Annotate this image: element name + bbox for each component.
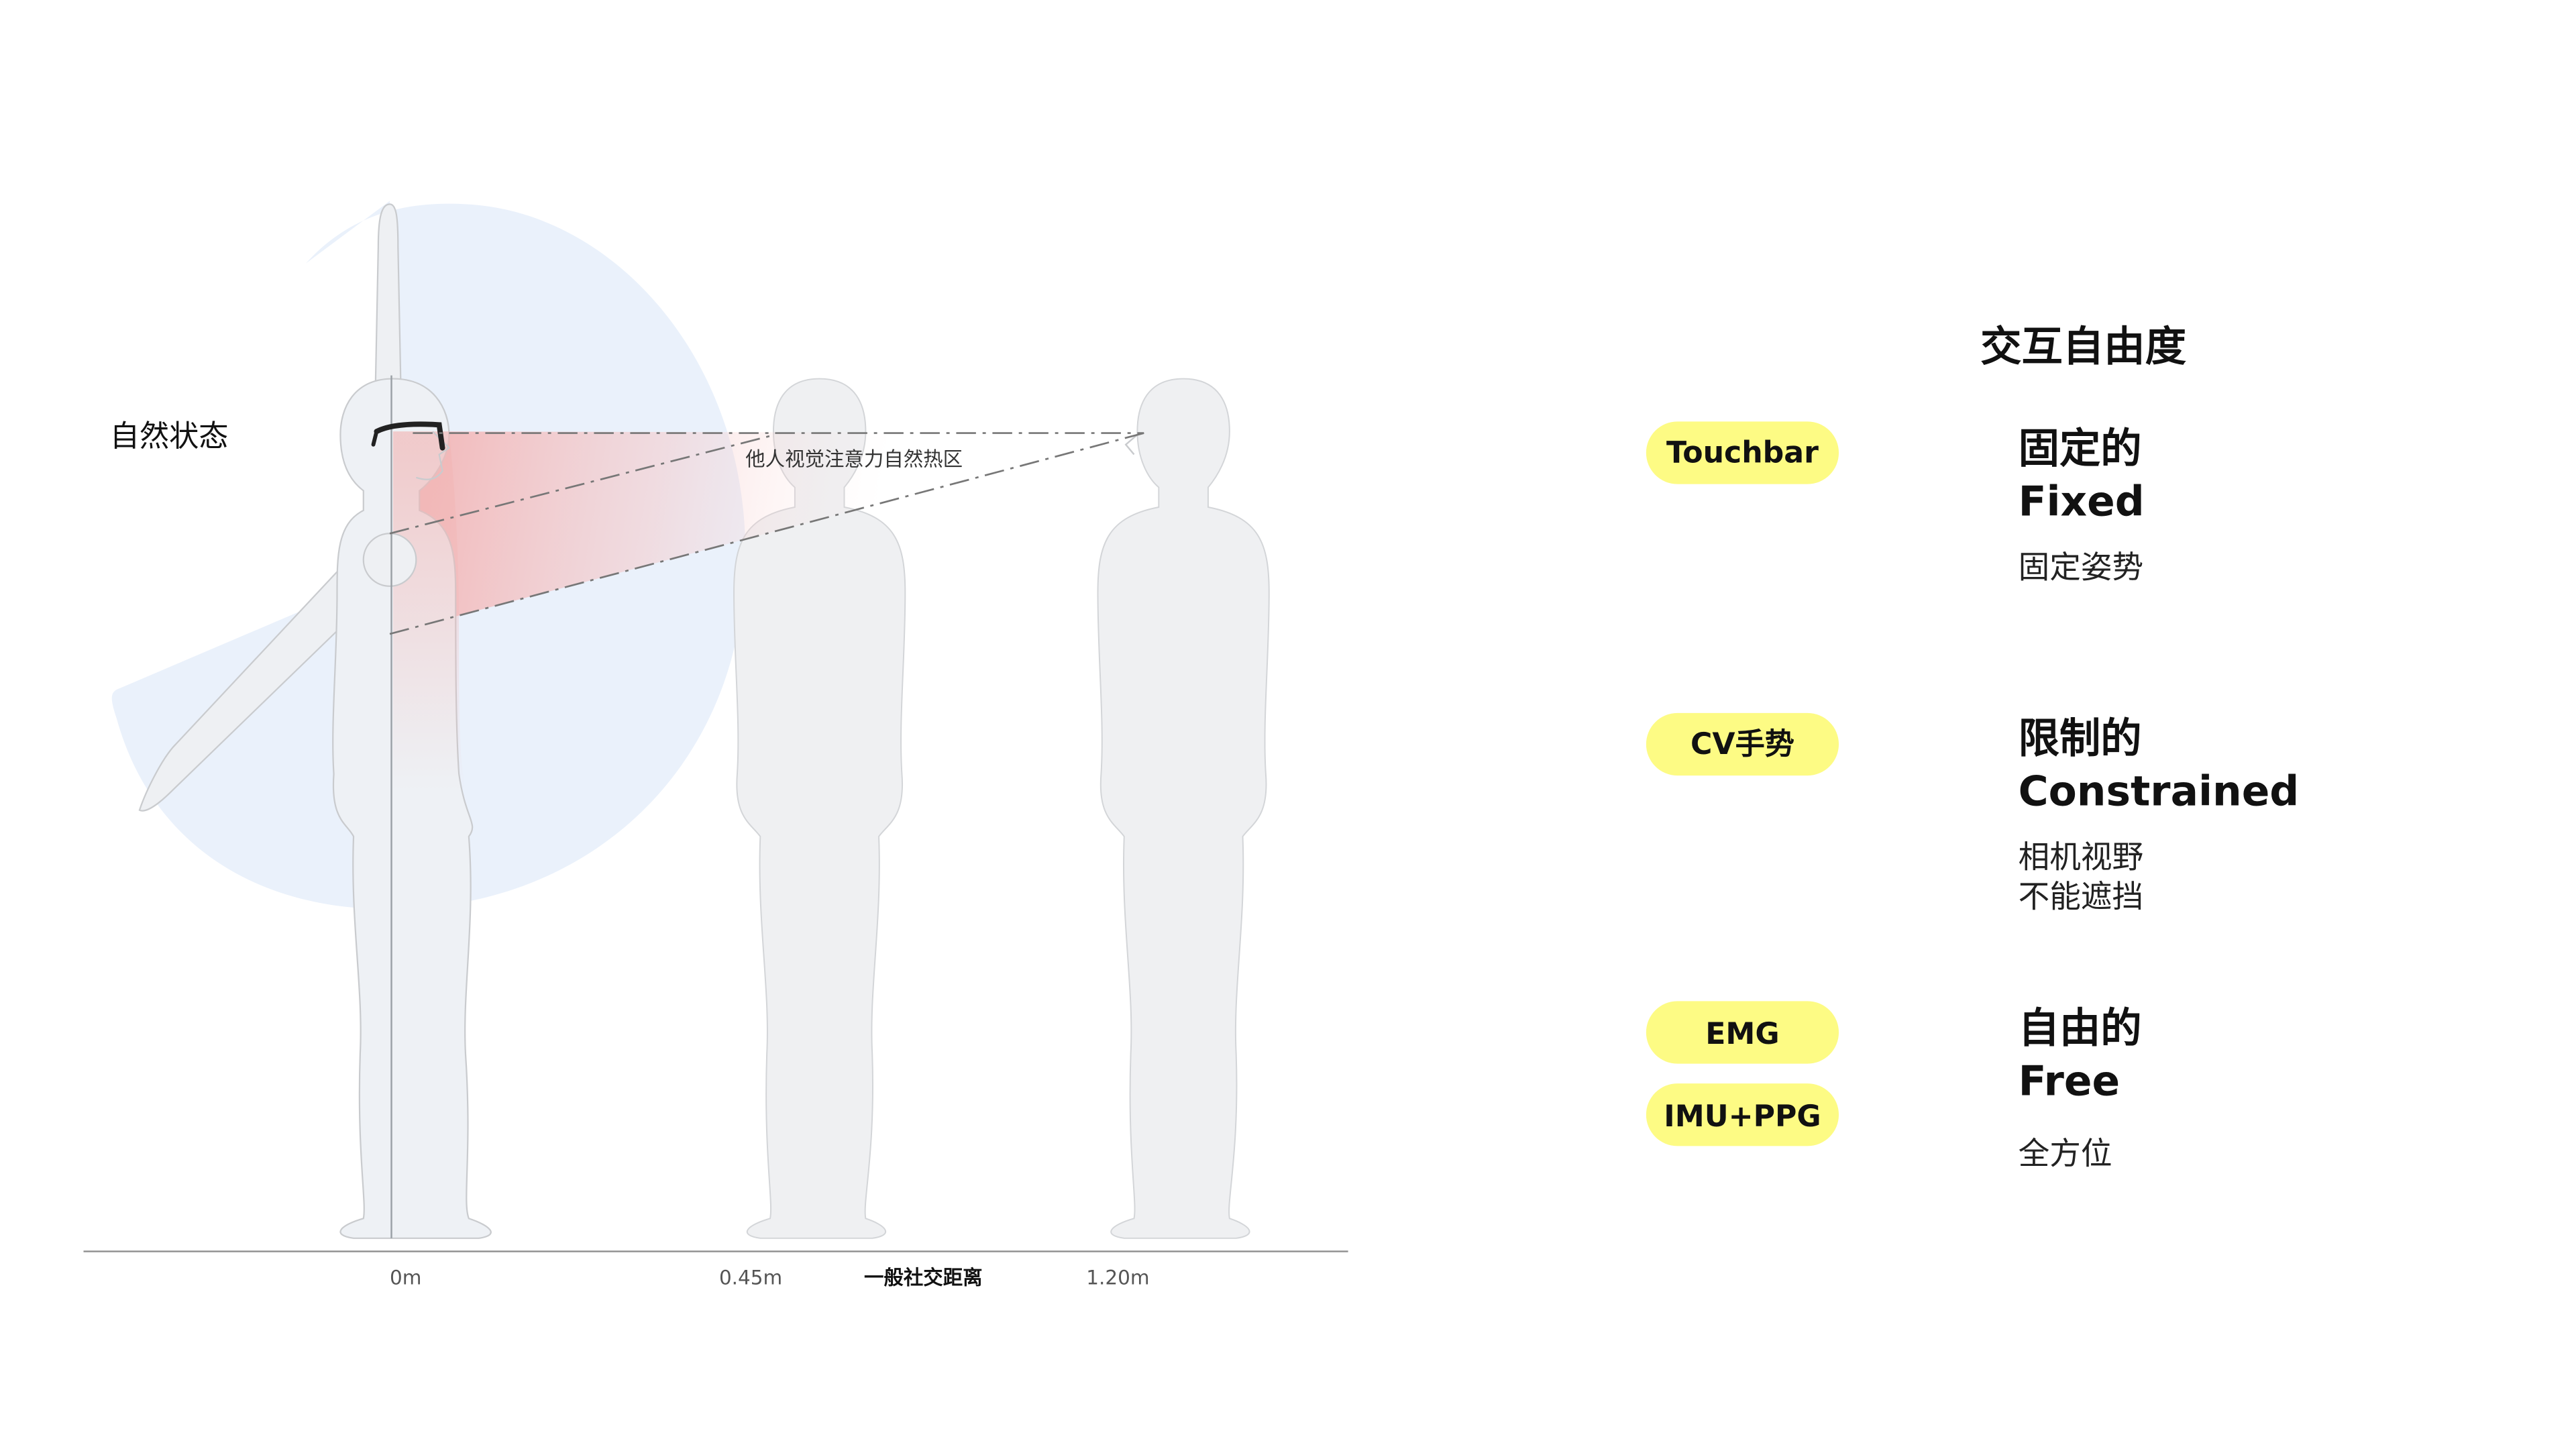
level-free-cn: 自由的 bbox=[2019, 1005, 2142, 1053]
smart-glasses-icon bbox=[371, 421, 445, 451]
freedom-panel: 交互自由度 Touchbar 固定的 Fixed 固定姿势 CV手势 限制的 C… bbox=[1646, 323, 2300, 1171]
sight-lines bbox=[389, 432, 1144, 635]
tag-imu-ppg-label: IMU+PPG bbox=[1664, 1099, 1821, 1134]
level-constrained-desc-2: 不能遮挡 bbox=[2019, 878, 2144, 914]
tag-pill-cv-gesture bbox=[1646, 712, 1839, 776]
attention-zone-label: 他人视觉注意力自然热区 bbox=[745, 448, 963, 471]
level-free-desc: 全方位 bbox=[2019, 1135, 2112, 1171]
level-constrained-desc-1: 相机视野 bbox=[2019, 839, 2144, 875]
tag-pill-imu-ppg bbox=[1646, 1083, 1839, 1146]
level-fixed-desc: 固定姿势 bbox=[2019, 549, 2144, 586]
social-distance-label: 一般社交距离 bbox=[864, 1267, 983, 1289]
distance-marker-0m: 0m bbox=[390, 1267, 421, 1289]
tag-emg-label: EMG bbox=[1705, 1017, 1779, 1051]
user-figure bbox=[138, 203, 492, 1239]
figure-at-1.20m bbox=[1097, 378, 1270, 1239]
tag-pill-touchbar bbox=[1646, 421, 1839, 484]
natural-state-label: 自然状态 bbox=[110, 419, 229, 453]
tag-cv-gesture-label: CV手势 bbox=[1690, 727, 1794, 761]
level-constrained-cn: 限制的 bbox=[2019, 715, 2142, 763]
level-fixed-en: Fixed bbox=[2019, 478, 2145, 525]
level-free-en: Free bbox=[2019, 1057, 2120, 1105]
distance-marker-0.45m: 0.45m bbox=[719, 1267, 782, 1289]
distance-marker-1.20m: 1.20m bbox=[1086, 1267, 1149, 1289]
tag-pill-emg bbox=[1646, 1001, 1839, 1064]
tag-touchbar-label: Touchbar bbox=[1666, 436, 1819, 470]
level-constrained-en: Constrained bbox=[2019, 767, 2300, 815]
panel-title: 交互自由度 bbox=[1980, 323, 2186, 371]
level-fixed-cn: 固定的 bbox=[2019, 425, 2142, 473]
